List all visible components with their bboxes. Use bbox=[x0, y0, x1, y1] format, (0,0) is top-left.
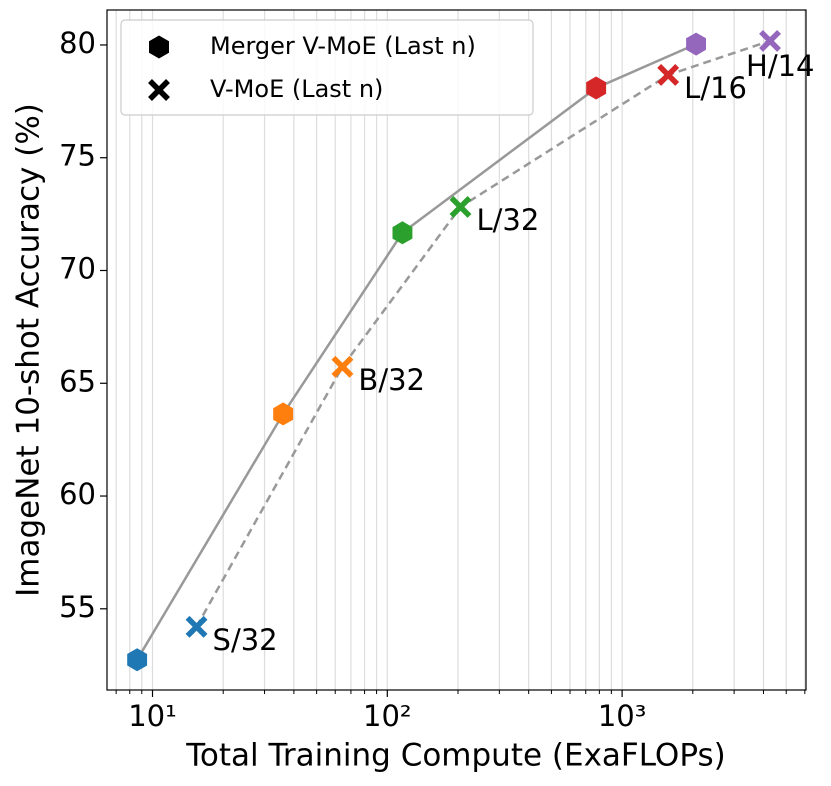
hexagon-marker bbox=[586, 76, 607, 100]
point-label: L/16 bbox=[684, 71, 747, 105]
x-marker bbox=[759, 29, 781, 52]
hexagon-marker bbox=[392, 221, 413, 245]
hexagon-marker bbox=[273, 402, 294, 426]
y-tick-label: 75 bbox=[59, 139, 96, 173]
legend-label: V-MoE (Last n) bbox=[210, 75, 383, 103]
point-label: L/32 bbox=[477, 203, 540, 237]
legend-box bbox=[120, 19, 534, 116]
hexagon-marker bbox=[686, 32, 706, 56]
y-tick-label: 80 bbox=[59, 26, 96, 60]
x-tick-label: 10³ bbox=[598, 699, 647, 733]
y-tick-label: 55 bbox=[59, 590, 96, 624]
series-line bbox=[195, 39, 771, 628]
hexagon-marker bbox=[127, 648, 148, 672]
y-tick-label: 70 bbox=[59, 251, 96, 285]
point-label: B/32 bbox=[358, 363, 425, 397]
legend-label: Merger V-MoE (Last n) bbox=[210, 32, 476, 60]
x-marker bbox=[657, 64, 680, 86]
y-tick-label: 65 bbox=[59, 364, 96, 398]
y-axis-label: ImageNet 10-shot Accuracy (%) bbox=[11, 103, 47, 597]
point-label: H/14 bbox=[746, 49, 814, 83]
x-marker bbox=[449, 195, 472, 218]
legend-marker bbox=[149, 35, 169, 59]
series-line bbox=[136, 42, 697, 661]
x-marker bbox=[185, 615, 208, 638]
x-marker bbox=[331, 355, 354, 378]
x-axis-label: Total Training Compute (ExaFLOPs) bbox=[185, 738, 725, 774]
plot-frame bbox=[106, 9, 807, 691]
x-tick-label: 10¹ bbox=[128, 699, 177, 733]
legend-marker bbox=[148, 79, 170, 101]
x-tick-label: 10² bbox=[363, 699, 412, 733]
y-tick-label: 60 bbox=[59, 477, 96, 511]
point-label: S/32 bbox=[213, 623, 278, 657]
